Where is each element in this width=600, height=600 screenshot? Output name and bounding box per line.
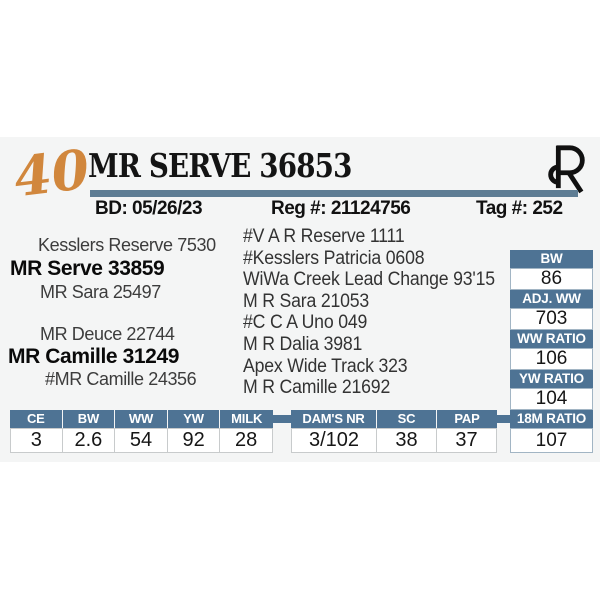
ancestor-row: M R Camille 21692 bbox=[243, 377, 391, 399]
epd-value-milk: 28 bbox=[220, 428, 273, 453]
epd-header-pap: PAP bbox=[437, 410, 497, 428]
ancestor-row: #V A R Reserve 1111 bbox=[243, 226, 405, 247]
perf-header-bw: BW bbox=[510, 250, 593, 268]
epd-col-sc: SC 38 bbox=[377, 410, 437, 453]
ancestor-row: M R Sara 21053 bbox=[243, 290, 370, 312]
epd-value-ce: 3 bbox=[10, 428, 63, 453]
title-underline-bar bbox=[90, 190, 578, 197]
dam-granddam: #MR Camille 24356 bbox=[45, 369, 197, 389]
epd-value-dams-nr: 3/102 bbox=[291, 428, 377, 453]
epd-table-group2: DAM'S NR 3/102 SC 38 PAP 37 bbox=[291, 410, 497, 453]
epd-value-bw: 2.6 bbox=[62, 428, 116, 453]
perf-header-18m-ratio: 18M RATIO bbox=[510, 410, 593, 428]
dam-name: MR Camille 31249 bbox=[8, 345, 180, 368]
lot-number: 40 bbox=[10, 136, 93, 210]
epd-header-yw: YW bbox=[167, 410, 221, 428]
epd-col-ce: CE 3 bbox=[10, 410, 63, 453]
epd-header-sc: SC bbox=[377, 410, 437, 428]
ranch-brand-r-logo-icon bbox=[548, 145, 585, 194]
epd-col-ww: WW 54 bbox=[115, 410, 168, 453]
epd-header-bw: BW bbox=[62, 410, 116, 428]
epd-header-dams-nr: DAM'S NR bbox=[291, 410, 377, 428]
perf-header-ww-ratio: WW RATIO bbox=[510, 330, 593, 348]
epd-value-pap: 37 bbox=[437, 428, 497, 453]
epd-table-group1: CE 3 BW 2.6 WW 54 YW 92 MILK 28 bbox=[10, 410, 273, 453]
ancestor-row: #Kesslers Patricia 0608 bbox=[243, 247, 425, 269]
tag-number: Tag #: 252 bbox=[476, 198, 563, 219]
perf-value-bw: 86 bbox=[510, 268, 593, 290]
sire-name: MR Serve 33859 bbox=[10, 257, 165, 280]
epd-value-sc: 38 bbox=[377, 428, 437, 453]
epd-header-milk: MILK bbox=[220, 410, 273, 428]
epd-col-milk: MILK 28 bbox=[220, 410, 273, 453]
perf-value-ww-ratio: 106 bbox=[510, 348, 593, 370]
epd-col-pap: PAP 37 bbox=[437, 410, 497, 453]
epd-header-ww: WW bbox=[115, 410, 168, 428]
ancestor-row: WiWa Creek Lead Change 93'15 bbox=[243, 269, 495, 291]
sire-granddam: MR Sara 25497 bbox=[40, 282, 161, 302]
table-connector-bar bbox=[272, 415, 292, 423]
epd-col-bw: BW 2.6 bbox=[62, 410, 116, 453]
epd-col-dams-nr: DAM'S NR 3/102 bbox=[291, 410, 377, 453]
registration-number: Reg #: 21124756 bbox=[271, 198, 411, 219]
epd-col-yw: YW 92 bbox=[167, 410, 221, 453]
epd-value-yw: 92 bbox=[167, 428, 221, 453]
perf-header-yw-ratio: YW RATIO bbox=[510, 370, 593, 388]
perf-value-adj-ww: 703 bbox=[510, 308, 593, 330]
sire-grandsire: Kesslers Reserve 7530 bbox=[38, 235, 216, 255]
ancestor-row: Apex Wide Track 323 bbox=[243, 355, 408, 377]
epd-header-ce: CE bbox=[10, 410, 63, 428]
epd-value-ww: 54 bbox=[115, 428, 168, 453]
ancestor-row: M R Dalia 3981 bbox=[243, 333, 363, 355]
ancestor-row: #C C A Uno 049 bbox=[243, 312, 368, 334]
ancestor-list: #V A R Reserve 1111 #Kesslers Patricia 0… bbox=[243, 226, 495, 399]
table-connector-bar bbox=[496, 415, 511, 423]
perf-value-yw-ratio: 104 bbox=[510, 388, 593, 410]
birth-date: BD: 05/26/23 bbox=[95, 198, 203, 219]
dam-grandsire: MR Deuce 22744 bbox=[40, 324, 175, 344]
perf-header-adj-ww: ADJ. WW bbox=[510, 290, 593, 308]
performance-column: BW 86 ADJ. WW 703 WW RATIO 106 YW RATIO … bbox=[510, 250, 593, 453]
animal-name-title: MR SERVE 36853 bbox=[88, 146, 352, 185]
perf-value-18m-ratio: 107 bbox=[510, 428, 593, 453]
